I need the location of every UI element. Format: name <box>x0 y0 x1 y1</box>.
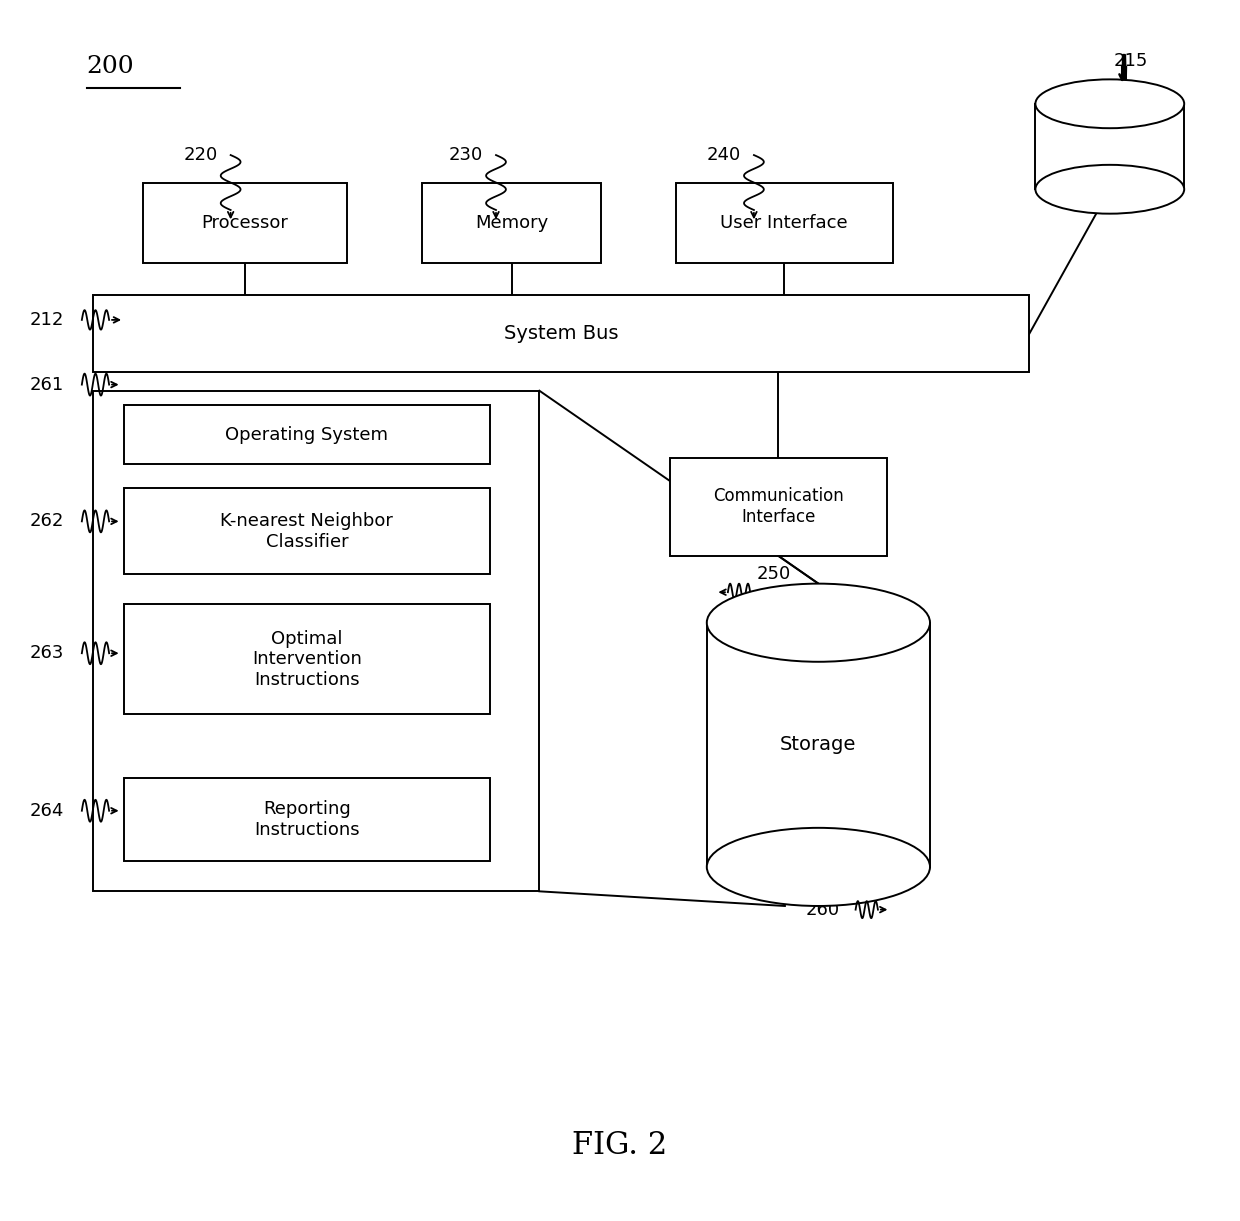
Text: 240: 240 <box>707 147 742 164</box>
Text: 261: 261 <box>30 376 64 393</box>
FancyBboxPatch shape <box>124 604 490 714</box>
Text: Reporting
Instructions: Reporting Instructions <box>254 800 360 839</box>
Text: 215: 215 <box>1114 53 1148 70</box>
Ellipse shape <box>1035 79 1184 128</box>
FancyBboxPatch shape <box>124 405 490 464</box>
Text: Processor: Processor <box>201 214 289 232</box>
Bar <box>1035 104 1184 189</box>
FancyBboxPatch shape <box>124 778 490 861</box>
Bar <box>707 623 930 867</box>
Text: 250: 250 <box>756 565 791 582</box>
Text: 260: 260 <box>806 901 841 918</box>
FancyBboxPatch shape <box>422 183 601 263</box>
Text: System Bus: System Bus <box>503 325 619 343</box>
Text: Operating System: Operating System <box>226 426 388 443</box>
Text: FIG. 2: FIG. 2 <box>573 1129 667 1161</box>
FancyBboxPatch shape <box>93 295 1029 372</box>
Text: Optimal
Intervention
Instructions: Optimal Intervention Instructions <box>252 630 362 689</box>
FancyBboxPatch shape <box>676 183 893 263</box>
FancyBboxPatch shape <box>93 391 539 891</box>
FancyBboxPatch shape <box>124 488 490 574</box>
Text: 230: 230 <box>449 147 484 164</box>
Text: 263: 263 <box>30 645 64 662</box>
Text: 262: 262 <box>30 513 64 530</box>
Text: K-nearest Neighbor
Classifier: K-nearest Neighbor Classifier <box>221 512 393 551</box>
Text: Memory: Memory <box>475 214 548 232</box>
Text: Communication
Interface: Communication Interface <box>713 487 843 526</box>
Ellipse shape <box>707 584 930 662</box>
Text: Storage: Storage <box>780 735 857 755</box>
Text: 220: 220 <box>184 147 218 164</box>
Text: 264: 264 <box>30 802 64 819</box>
FancyBboxPatch shape <box>670 458 887 556</box>
Ellipse shape <box>1035 165 1184 214</box>
FancyBboxPatch shape <box>143 183 347 263</box>
Ellipse shape <box>707 828 930 906</box>
Text: 212: 212 <box>30 311 64 328</box>
Text: 200: 200 <box>87 55 134 78</box>
Text: User Interface: User Interface <box>720 214 848 232</box>
